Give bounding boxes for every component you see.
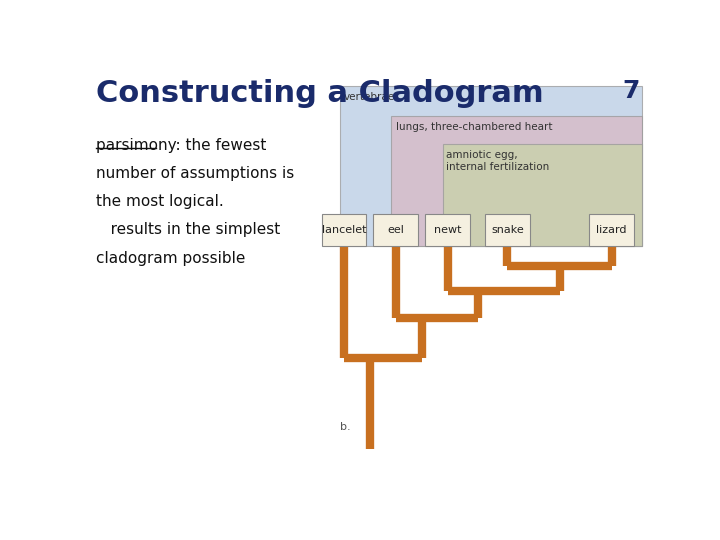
Text: snake: snake: [491, 225, 523, 235]
Text: number of assumptions is: number of assumptions is: [96, 166, 294, 181]
Text: lungs, three-chambered heart: lungs, three-chambered heart: [396, 122, 552, 132]
Text: 7: 7: [622, 79, 639, 103]
Text: vertebrae: vertebrae: [344, 92, 395, 102]
Bar: [322, 214, 366, 246]
Bar: [485, 214, 530, 246]
Text: eel: eel: [387, 225, 404, 235]
Bar: [426, 214, 470, 246]
Text: lancelet: lancelet: [322, 225, 366, 235]
Bar: [374, 214, 418, 246]
Text: cladogram possible: cladogram possible: [96, 251, 245, 266]
Text: results in the simplest: results in the simplest: [96, 222, 280, 238]
Text: parsimony: the fewest: parsimony: the fewest: [96, 138, 266, 153]
Text: amniotic egg,
internal fertilization: amniotic egg, internal fertilization: [446, 150, 549, 172]
Bar: [590, 214, 634, 246]
Bar: [340, 85, 642, 246]
Text: b.: b.: [340, 422, 351, 433]
Text: newt: newt: [434, 225, 462, 235]
Bar: [443, 144, 642, 246]
Text: Constructing a Cladogram: Constructing a Cladogram: [96, 79, 543, 109]
Text: lizard: lizard: [596, 225, 627, 235]
Bar: [392, 116, 642, 246]
Text: the most logical.: the most logical.: [96, 194, 223, 209]
